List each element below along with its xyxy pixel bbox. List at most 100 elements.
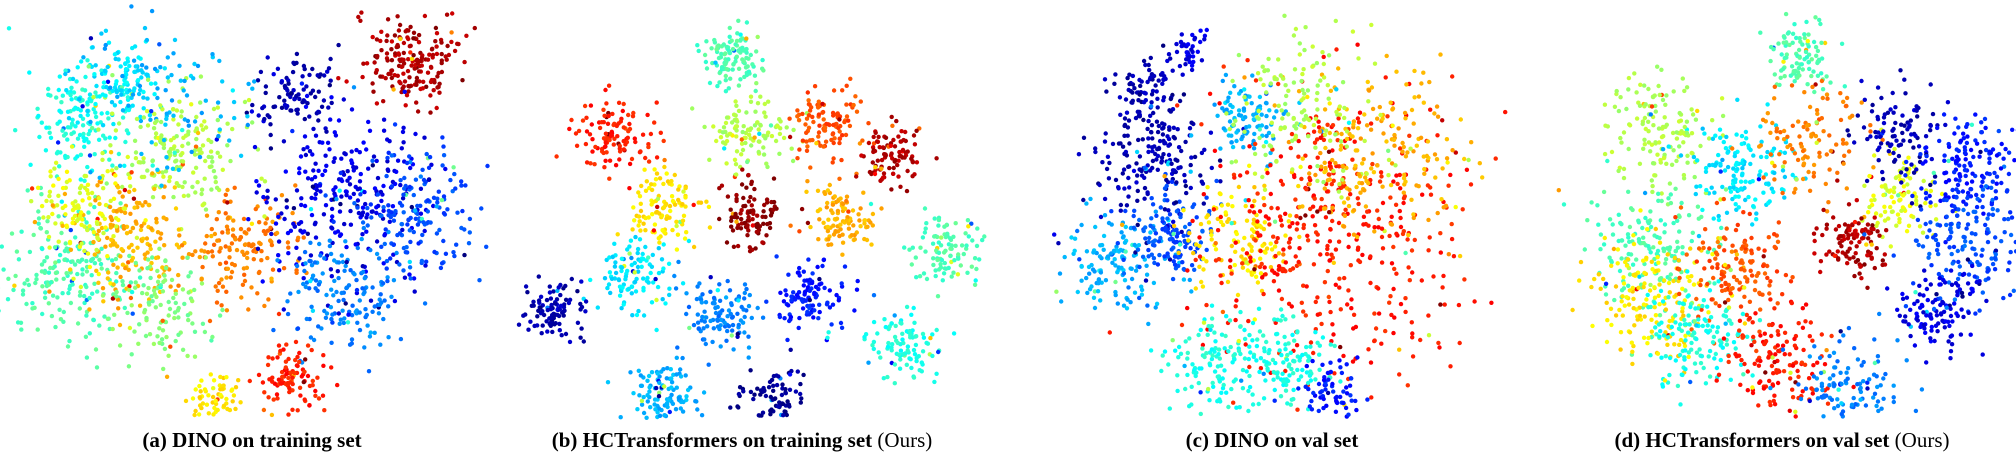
point	[592, 162, 597, 167]
point	[1219, 203, 1225, 208]
point	[809, 280, 815, 286]
point	[803, 298, 808, 303]
point	[316, 324, 321, 329]
point	[645, 112, 650, 118]
point	[217, 154, 223, 159]
point	[588, 103, 594, 108]
point	[354, 147, 359, 153]
point	[952, 258, 957, 263]
point	[344, 79, 349, 84]
point	[934, 327, 939, 333]
point	[602, 165, 607, 170]
point	[738, 318, 744, 323]
point	[1266, 130, 1272, 136]
point	[707, 157, 712, 162]
point	[649, 370, 655, 375]
point	[152, 66, 158, 72]
point	[632, 218, 637, 223]
point	[716, 314, 721, 319]
point	[1298, 215, 1303, 221]
point	[839, 284, 845, 289]
point	[147, 332, 153, 337]
point	[260, 105, 265, 111]
point	[827, 305, 833, 310]
point	[1095, 289, 1101, 294]
point	[250, 102, 255, 108]
point	[168, 344, 173, 349]
point	[131, 196, 137, 201]
point	[259, 249, 264, 254]
point	[323, 126, 328, 131]
point	[110, 163, 115, 168]
point	[1251, 217, 1257, 222]
point	[641, 410, 647, 416]
point	[719, 183, 725, 188]
point	[754, 229, 759, 235]
point	[453, 186, 458, 191]
point	[297, 256, 302, 261]
point	[433, 25, 439, 31]
point	[290, 381, 295, 387]
point	[162, 346, 168, 352]
point	[313, 94, 318, 100]
point	[702, 309, 707, 314]
point	[1176, 145, 1182, 150]
point	[750, 62, 755, 67]
point	[1166, 136, 1172, 142]
point	[70, 282, 75, 287]
point	[266, 355, 271, 360]
point	[100, 286, 106, 291]
point	[1142, 175, 1147, 180]
point	[97, 201, 102, 207]
point	[1148, 75, 1153, 80]
point	[1202, 147, 1207, 152]
point	[171, 146, 176, 151]
point	[799, 396, 804, 401]
point	[655, 196, 661, 202]
point	[200, 264, 205, 270]
point	[450, 11, 455, 16]
point	[741, 389, 746, 394]
point	[977, 257, 982, 262]
point	[1127, 141, 1132, 146]
point	[386, 229, 391, 235]
point	[129, 4, 134, 9]
point	[73, 124, 78, 129]
point	[428, 110, 433, 115]
point	[621, 101, 626, 107]
point	[746, 355, 751, 360]
point	[783, 387, 788, 392]
point	[0, 244, 4, 249]
point	[295, 408, 300, 413]
point	[99, 246, 104, 251]
point	[1079, 264, 1084, 269]
point	[225, 143, 230, 148]
point	[751, 396, 756, 402]
point	[1148, 55, 1154, 61]
point	[1154, 119, 1160, 124]
point	[415, 222, 421, 227]
point	[364, 312, 369, 318]
point	[391, 278, 397, 283]
point	[1236, 184, 1242, 190]
point	[407, 75, 412, 80]
point	[298, 393, 303, 398]
point	[1187, 221, 1192, 227]
point	[358, 18, 363, 23]
point	[203, 98, 208, 103]
point	[1368, 121, 1374, 126]
point	[1124, 306, 1130, 311]
point	[1171, 231, 1176, 237]
point	[633, 234, 638, 240]
point	[722, 146, 727, 151]
point	[360, 74, 365, 80]
point	[540, 323, 545, 328]
point	[788, 223, 793, 228]
point	[291, 88, 296, 93]
point	[118, 254, 123, 259]
point	[1250, 73, 1255, 78]
point	[114, 88, 119, 93]
point	[902, 245, 907, 250]
point	[407, 272, 412, 277]
point	[1212, 102, 1217, 107]
